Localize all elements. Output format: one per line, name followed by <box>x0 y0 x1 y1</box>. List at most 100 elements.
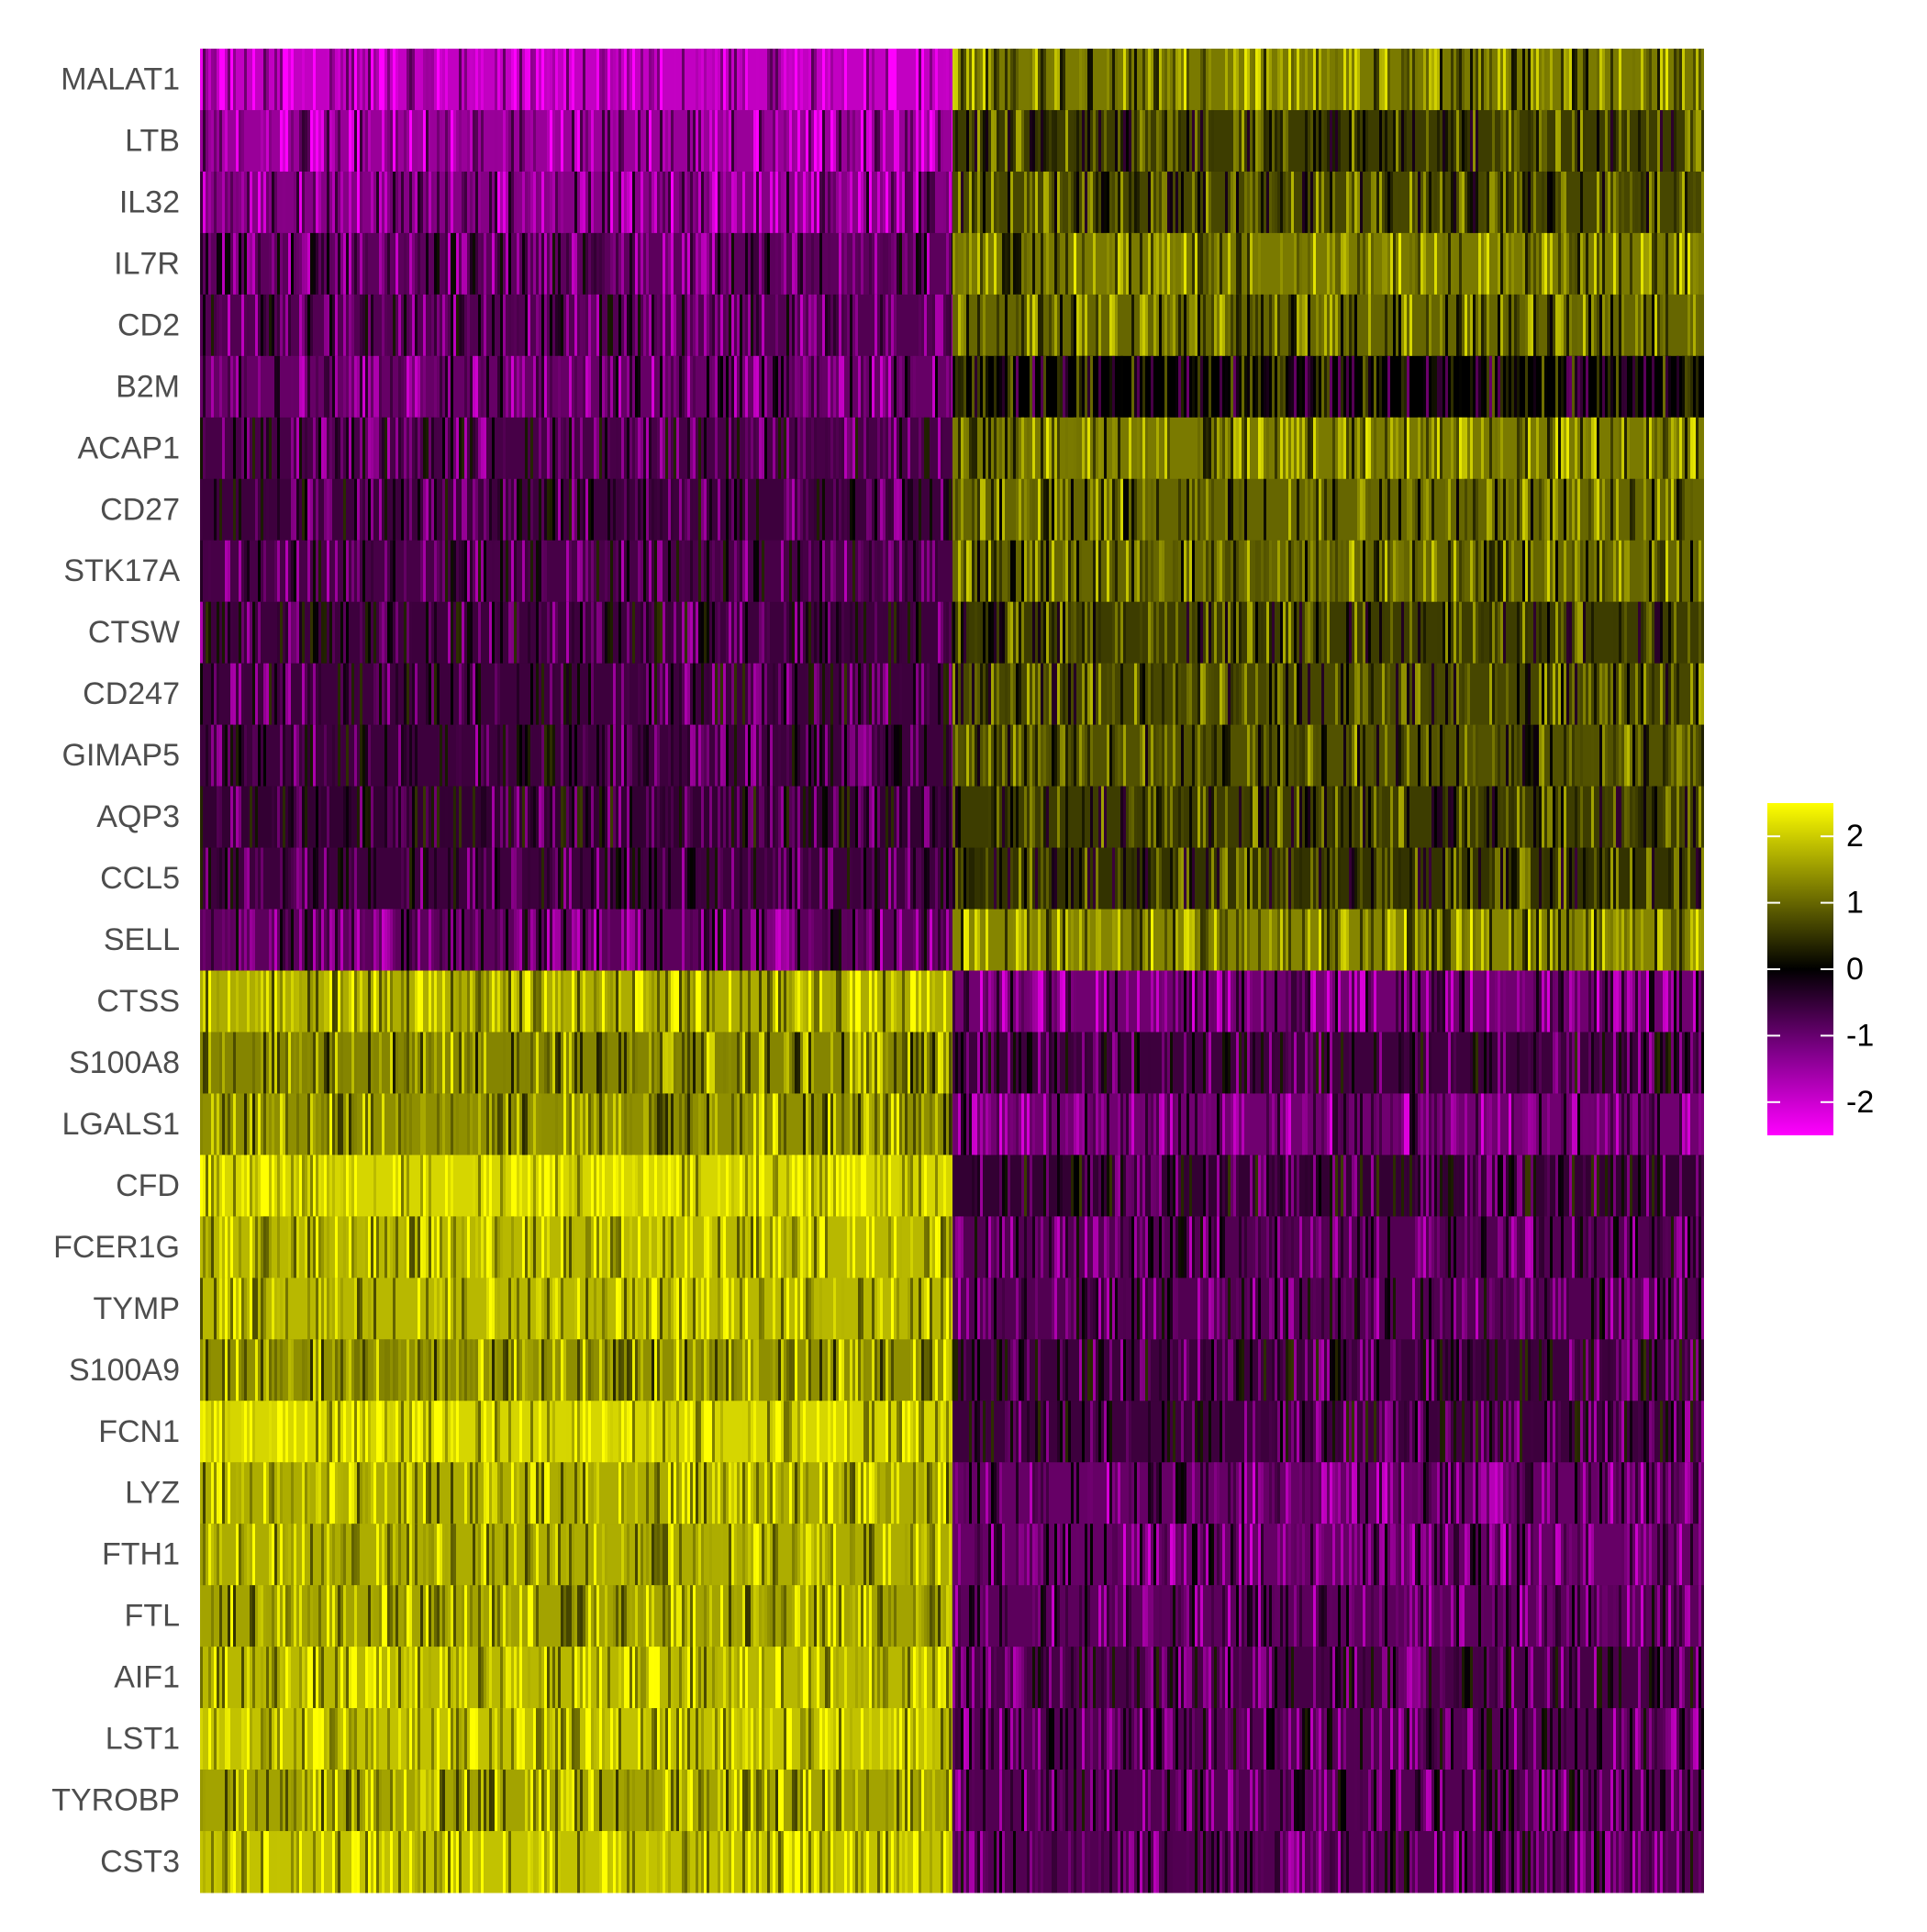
heatmap-cell <box>456 601 459 664</box>
heatmap-cell <box>1335 49 1338 111</box>
heatmap-cell <box>387 663 390 726</box>
heatmap-cell <box>373 355 376 419</box>
heatmap-cell <box>808 970 811 1033</box>
heatmap-cell <box>316 355 318 419</box>
heatmap-cell <box>1440 417 1442 480</box>
heatmap-cell <box>1186 109 1189 173</box>
heatmap-cell <box>1173 540 1175 603</box>
heatmap-cell <box>285 663 288 726</box>
heatmap-cell <box>1454 847 1456 910</box>
heatmap-cell <box>1536 49 1539 111</box>
heatmap-cell <box>852 109 855 173</box>
heatmap-cell <box>643 909 646 971</box>
heatmap-cell <box>1002 786 1005 849</box>
heatmap-cell <box>1178 294 1181 357</box>
heatmap-cell <box>552 663 555 726</box>
heatmap-cell <box>473 540 475 603</box>
heatmap-cell <box>497 663 500 726</box>
heatmap-cell <box>473 232 475 296</box>
heatmap-cell <box>324 1032 327 1094</box>
heatmap-cell <box>786 724 789 787</box>
heatmap-cell <box>305 355 307 419</box>
heatmap-cell <box>1024 478 1027 542</box>
heatmap-cell <box>1118 417 1120 480</box>
heatmap-cell <box>305 724 307 787</box>
heatmap-cell <box>605 355 607 419</box>
heatmap-cell <box>767 232 770 296</box>
heatmap-cell <box>977 478 980 542</box>
heatmap-cell <box>434 663 437 726</box>
heatmap-cell <box>1041 49 1043 111</box>
heatmap-cell <box>445 49 448 111</box>
heatmap-cell <box>869 478 872 542</box>
heatmap-cell <box>310 294 313 357</box>
heatmap-cell <box>602 970 605 1033</box>
heatmap-cell <box>1335 786 1338 849</box>
heatmap-cell <box>503 970 506 1033</box>
heatmap-cell <box>723 786 726 849</box>
heatmap-cell <box>1107 663 1109 726</box>
heatmap-cell <box>983 724 986 787</box>
heatmap-cell <box>1663 786 1665 849</box>
heatmap-cell <box>561 786 563 849</box>
heatmap-cell <box>1231 970 1233 1033</box>
heatmap-cell <box>627 786 629 849</box>
heatmap-cell <box>280 724 283 787</box>
heatmap-cell <box>866 417 869 480</box>
heatmap-cell <box>217 786 219 849</box>
heatmap-cell <box>462 417 464 480</box>
heatmap-cell <box>723 724 726 787</box>
heatmap-cell <box>1173 970 1175 1033</box>
heatmap-cell <box>789 601 792 664</box>
heatmap-cell <box>1054 909 1057 971</box>
heatmap-cell <box>1517 109 1520 173</box>
heatmap-cell <box>376 417 379 480</box>
heatmap-cell <box>734 355 737 419</box>
heatmap-cell <box>1385 109 1387 173</box>
heatmap-cell <box>1506 171 1509 234</box>
heatmap-cell <box>338 417 340 480</box>
heatmap-cell <box>1390 171 1393 234</box>
heatmap-cell <box>1569 232 1572 296</box>
heatmap-cell <box>1525 294 1528 357</box>
heatmap-cell <box>1437 909 1440 971</box>
heatmap-cell <box>1465 724 1467 787</box>
heatmap-cell <box>943 478 946 542</box>
heatmap-cell <box>1255 49 1258 111</box>
heatmap-cell <box>1401 294 1404 357</box>
heatmap-cell <box>464 540 467 603</box>
heatmap-cell <box>525 232 528 296</box>
heatmap-cell <box>1280 724 1283 787</box>
heatmap-cell <box>808 1032 811 1094</box>
heatmap-cell <box>550 417 552 480</box>
heatmap-cell <box>866 724 869 787</box>
heatmap-cell <box>1074 724 1076 787</box>
heatmap-cell <box>1547 909 1550 971</box>
heatmap-cell <box>883 478 886 542</box>
heatmap-cell <box>500 540 503 603</box>
heatmap-cell <box>701 724 704 787</box>
heatmap-cell <box>1206 601 1209 664</box>
heatmap-cell <box>811 49 814 111</box>
heatmap-cell <box>1473 540 1476 603</box>
heatmap-cell <box>351 49 354 111</box>
heatmap-cell <box>977 540 980 603</box>
heatmap-cell <box>988 601 991 664</box>
heatmap-cell <box>1440 294 1442 357</box>
heatmap-cell <box>418 355 420 419</box>
heatmap-cell <box>1376 847 1379 910</box>
heatmap-cell <box>327 909 329 971</box>
heatmap-cell <box>541 786 544 849</box>
heatmap-cell <box>1010 786 1013 849</box>
heatmap-cell <box>357 109 360 173</box>
heatmap-cell <box>1619 417 1621 480</box>
heatmap-cell <box>1660 601 1663 664</box>
heatmap-cell <box>1423 355 1426 419</box>
heatmap-cell <box>478 540 481 603</box>
heatmap-cell <box>657 171 660 234</box>
heatmap-cell <box>244 540 247 603</box>
heatmap-cell <box>1142 847 1145 910</box>
heatmap-cell <box>861 171 863 234</box>
heatmap-cell <box>627 49 629 111</box>
heatmap-cell <box>506 232 508 296</box>
